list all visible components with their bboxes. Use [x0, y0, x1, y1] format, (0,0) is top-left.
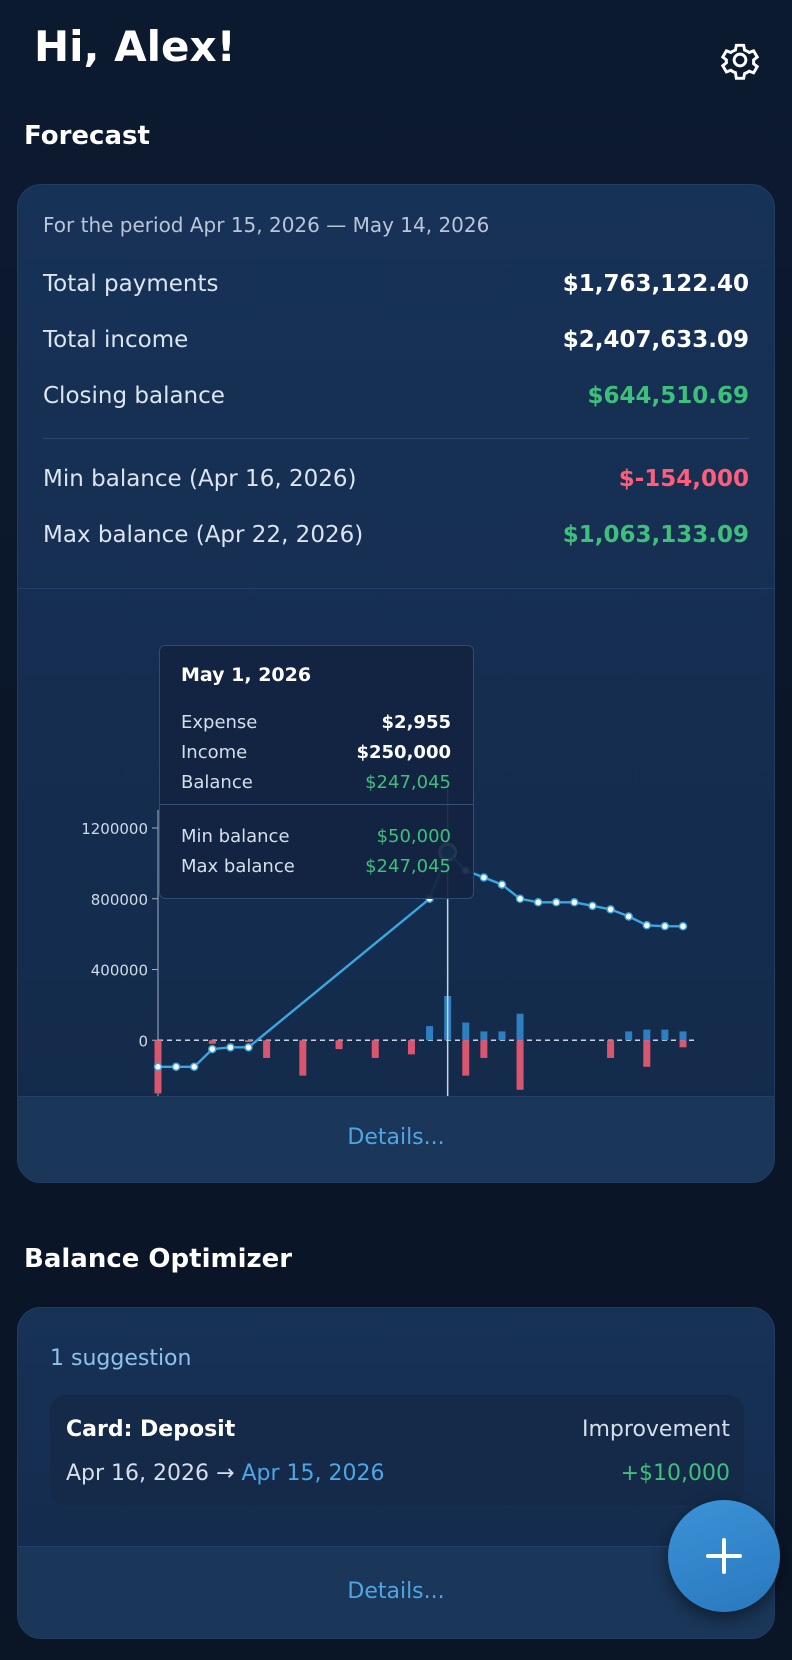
- tooltip-min-value: $50,000: [376, 826, 451, 847]
- greeting-title: Hi, Alex!: [34, 22, 236, 71]
- optimizer-section-title: Balance Optimizer: [24, 1244, 293, 1274]
- balance-point: [153, 1062, 163, 1072]
- balance-point: [606, 905, 615, 914]
- to-date: Apr 15, 2026: [241, 1461, 385, 1486]
- from-date: Apr 16, 2026: [66, 1461, 210, 1486]
- min-balance-row: Min balance (Apr 16, 2026) $-154,000: [43, 466, 749, 502]
- expense-bar: [245, 1040, 253, 1043]
- optimizer-details-link[interactable]: Details...: [347, 1579, 445, 1604]
- suggestion-count: 1 suggestion: [50, 1346, 192, 1371]
- expense-bar: [335, 1040, 343, 1050]
- forecast-details-link[interactable]: Details...: [347, 1125, 445, 1150]
- closing-balance-row: Closing balance $644,510.69: [43, 383, 749, 419]
- balance-point: [552, 898, 561, 907]
- expense-bar: [371, 1040, 379, 1058]
- max-balance-row: Max balance (Apr 22, 2026) $1,063,133.09: [43, 522, 749, 558]
- min-balance-label: Min balance (Apr 16, 2026): [43, 466, 357, 492]
- balance-point: [570, 898, 579, 907]
- optimizer-details-bar[interactable]: Details...: [18, 1546, 774, 1638]
- tooltip-date: May 1, 2026: [181, 664, 312, 686]
- suggestion-title: Card: Deposit: [66, 1417, 236, 1442]
- balance-point: [624, 912, 633, 921]
- total-payments-label: Total payments: [43, 271, 219, 297]
- balance-point: [189, 1062, 199, 1072]
- y-tick-label: 400000: [91, 962, 148, 980]
- income-bar: [625, 1031, 633, 1041]
- balance-point: [171, 1062, 181, 1072]
- total-income-row: Total income $2,407,633.09: [43, 327, 749, 363]
- balance-point: [208, 1044, 217, 1054]
- expense-bar: [407, 1040, 415, 1055]
- expense-bar: [480, 1040, 488, 1058]
- income-bar: [661, 1029, 669, 1041]
- balance-point: [588, 901, 597, 911]
- income-bar: [643, 1029, 651, 1041]
- suggestion-dates: Apr 16, 2026 → Apr 15, 2026: [66, 1461, 385, 1486]
- total-payments-value: $1,763,122.40: [562, 271, 749, 297]
- tooltip-max-label: Max balance: [181, 856, 295, 877]
- add-button[interactable]: [668, 1500, 780, 1612]
- total-payments-row: Total payments $1,763,122.40: [43, 271, 749, 307]
- income-bar: [679, 1031, 687, 1041]
- suggestion-item[interactable]: Card: Deposit Improvement Apr 16, 2026 →…: [50, 1395, 744, 1505]
- balance-point: [497, 880, 507, 889]
- income-bar: [498, 1031, 506, 1041]
- tooltip-min-label: Min balance: [181, 826, 290, 847]
- arrow-icon: →: [216, 1461, 235, 1486]
- forecast-details-bar[interactable]: Details...: [18, 1096, 774, 1182]
- max-balance-label: Max balance (Apr 22, 2026): [43, 522, 364, 548]
- expense-bar: [679, 1040, 687, 1048]
- expense-bar: [208, 1040, 216, 1044]
- plus-icon: [706, 1538, 742, 1574]
- tooltip-expense-value: $2,955: [381, 712, 451, 733]
- max-balance-value: $1,063,133.09: [562, 522, 749, 548]
- gear-icon[interactable]: [718, 38, 762, 82]
- improvement-amount: +$10,000: [620, 1461, 730, 1486]
- expense-bar: [299, 1040, 307, 1076]
- tooltip-income-label: Income: [181, 742, 248, 763]
- closing-balance-value: $644,510.69: [587, 383, 749, 409]
- tooltip-balance-label: Balance: [181, 772, 253, 793]
- expense-bar: [516, 1040, 524, 1090]
- chart-divider: [18, 588, 774, 589]
- balance-point: [660, 921, 670, 931]
- balance-point: [244, 1043, 253, 1052]
- balance-point: [642, 921, 652, 930]
- forecast-section-title: Forecast: [24, 121, 150, 151]
- total-income-value: $2,407,633.09: [562, 327, 749, 353]
- improvement-label: Improvement: [582, 1417, 730, 1442]
- income-bar: [516, 1013, 524, 1041]
- balance-point: [678, 922, 688, 931]
- expense-bar: [607, 1040, 615, 1058]
- balance-point: [515, 894, 525, 903]
- expense-bar: [643, 1040, 651, 1067]
- income-bar: [480, 1031, 488, 1041]
- summary-divider: [43, 438, 749, 439]
- total-income-label: Total income: [43, 327, 189, 353]
- balance-point: [479, 873, 489, 882]
- y-tick-label: 0: [138, 1032, 148, 1050]
- chart-tooltip: May 1, 2026 Expense $2,955 Income $250,0…: [159, 645, 474, 899]
- expense-bar: [462, 1040, 470, 1076]
- y-tick-label: 800000: [91, 891, 148, 909]
- tooltip-expense-label: Expense: [181, 712, 258, 733]
- tooltip-balance-value: $247,045: [365, 772, 451, 793]
- balance-point: [226, 1043, 235, 1052]
- balance-point: [533, 898, 543, 907]
- optimizer-card: 1 suggestion Card: Deposit Improvement A…: [17, 1307, 775, 1639]
- expense-bar: [263, 1040, 271, 1058]
- tooltip-income-value: $250,000: [356, 742, 451, 763]
- income-bar: [426, 1026, 434, 1041]
- forecast-card: For the period Apr 15, 2026 — May 14, 20…: [17, 184, 775, 1183]
- forecast-period: For the period Apr 15, 2026 — May 14, 20…: [43, 213, 490, 237]
- tooltip-divider: [160, 804, 473, 805]
- tooltip-max-value: $247,045: [365, 856, 451, 877]
- min-balance-value: $-154,000: [618, 466, 749, 492]
- income-bar: [462, 1022, 470, 1041]
- y-tick-label: 1200000: [81, 820, 148, 838]
- closing-balance-label: Closing balance: [43, 383, 225, 409]
